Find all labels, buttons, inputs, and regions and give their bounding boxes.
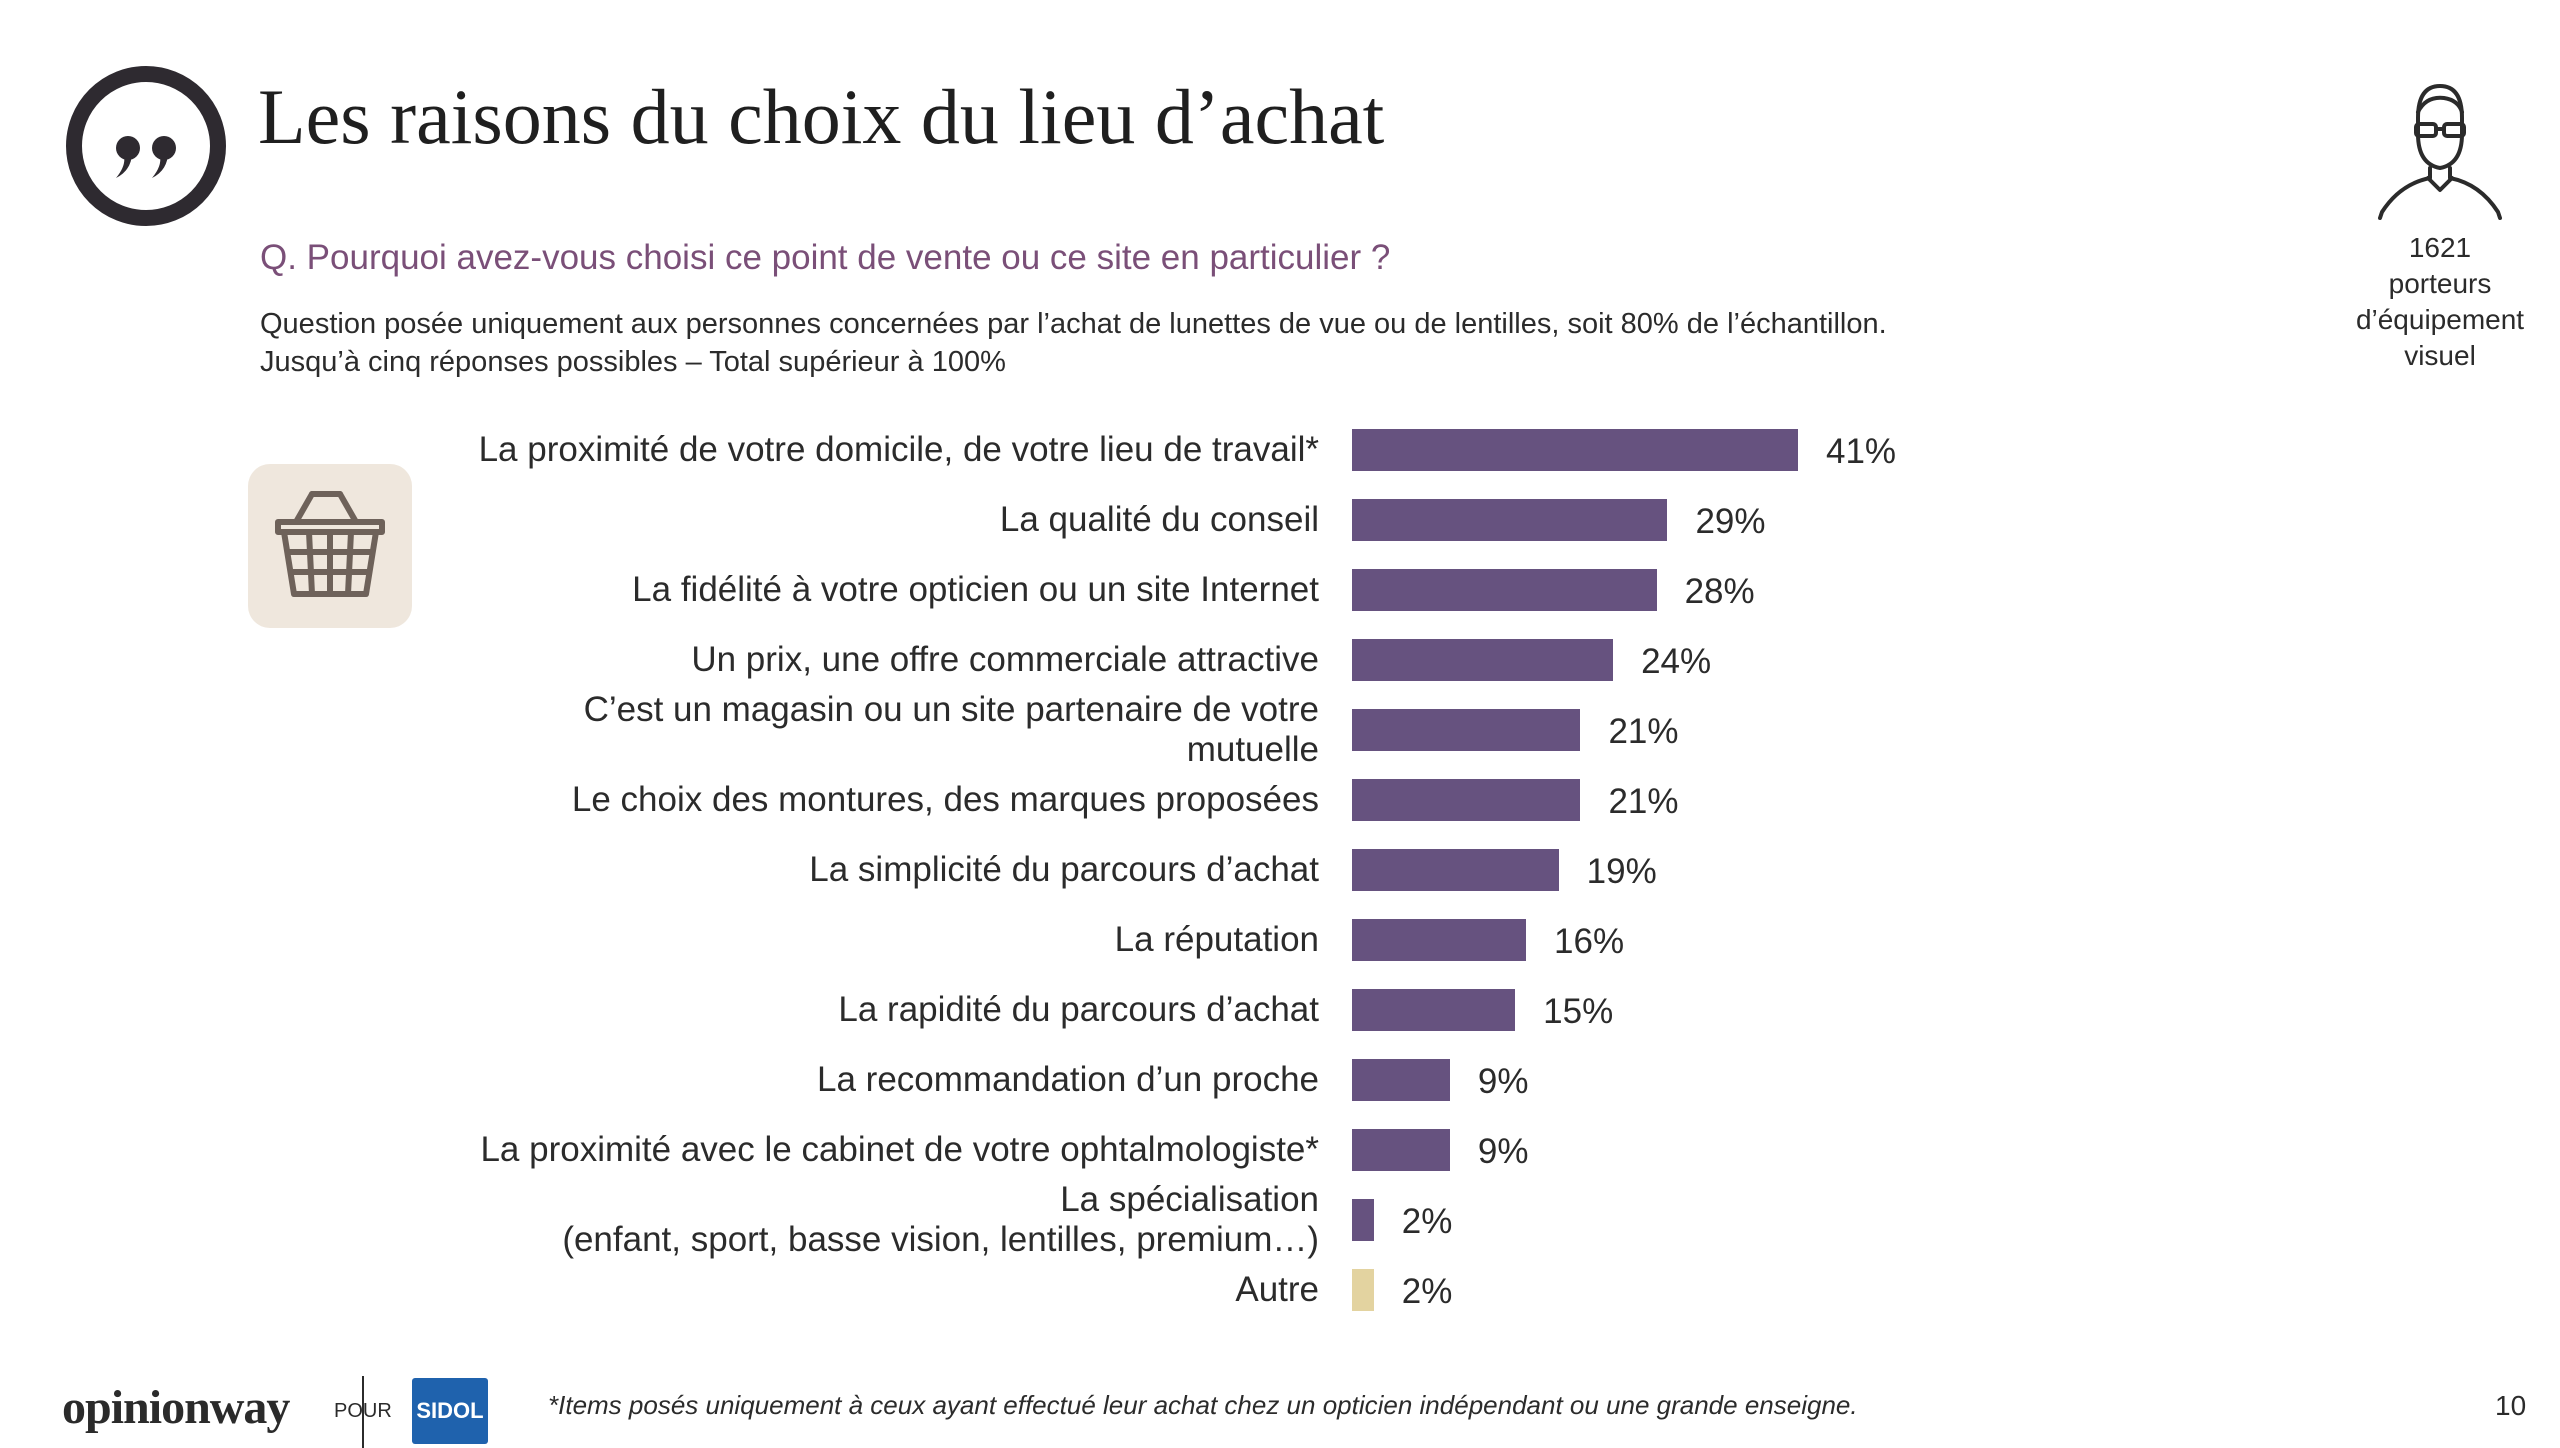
category-label: Autre xyxy=(319,1270,1319,1310)
logo-divider xyxy=(362,1376,364,1448)
value-label: 2% xyxy=(1401,1272,1453,1311)
category-label: Un prix, une offre commerciale attractiv… xyxy=(319,640,1319,680)
sample-description-line: porteurs xyxy=(2388,268,2492,299)
question-note-line-1: Question posée uniquement aux personnes … xyxy=(260,308,1887,340)
bar xyxy=(1352,779,1581,821)
value-label: 24% xyxy=(1641,642,1712,681)
bar xyxy=(1352,1129,1450,1171)
category-label-line: La réputation xyxy=(1114,920,1319,959)
sample-description-line: visuel xyxy=(2404,340,2476,371)
category-label-line: Le choix des montures, des marques propo… xyxy=(571,780,1319,819)
sample-count: 1621 xyxy=(2408,232,2472,263)
category-label-line: La proximité avec le cabinet de votre op… xyxy=(480,1130,1319,1169)
category-label: La recommandation d’un proche xyxy=(319,1060,1319,1100)
sidol-logo: SIDOL xyxy=(412,1378,488,1444)
bar xyxy=(1352,919,1527,961)
category-label-line: Autre xyxy=(1235,1270,1319,1309)
category-label-line: La recommandation d’un proche xyxy=(817,1060,1319,1099)
value-label: 2% xyxy=(1401,1202,1453,1241)
value-label: 41% xyxy=(1826,432,1897,471)
value-label: 29% xyxy=(1695,502,1766,541)
value-label: 28% xyxy=(1684,572,1755,611)
bar xyxy=(1352,989,1516,1031)
bar xyxy=(1352,849,1559,891)
shopping-basket-icon xyxy=(275,491,385,597)
page-title: Les raisons du choix du lieu d’achat xyxy=(258,73,1385,160)
category-label-line: C’est un magasin ou un site partenaire d… xyxy=(583,690,1319,729)
value-label: 21% xyxy=(1608,712,1679,751)
bar xyxy=(1352,1199,1374,1241)
category-label-line: La rapidité du parcours d’achat xyxy=(838,990,1319,1029)
bar xyxy=(1352,1059,1450,1101)
question-note-line-2: Jusqu’à cinq réponses possibles – Total … xyxy=(260,346,1006,378)
category-label-line: Un prix, une offre commerciale attractiv… xyxy=(691,640,1319,679)
basket-badge xyxy=(248,464,412,628)
category-label-line: La simplicité du parcours d’achat xyxy=(809,850,1319,889)
category-label-line: (enfant, sport, basse vision, lentilles,… xyxy=(562,1220,1319,1259)
bar xyxy=(1352,499,1668,541)
value-label: 15% xyxy=(1543,992,1614,1031)
sample-description-line: d’équipement xyxy=(2355,304,2525,335)
category-label: La proximité de votre domicile, de votre… xyxy=(319,430,1319,470)
opinionway-logo: opinionway xyxy=(62,1381,290,1434)
category-label: La simplicité du parcours d’achat xyxy=(319,850,1319,890)
category-label-line: La qualité du conseil xyxy=(999,500,1319,539)
category-label: La réputation xyxy=(319,920,1319,960)
category-label: La rapidité du parcours d’achat xyxy=(319,990,1319,1030)
value-label: 9% xyxy=(1477,1132,1529,1171)
page-number: 10 xyxy=(2495,1390,2527,1421)
value-label: 16% xyxy=(1554,922,1625,961)
person-with-glasses-icon xyxy=(2378,84,2502,220)
category-label-line: La proximité de votre domicile, de votre… xyxy=(478,430,1319,469)
bar xyxy=(1352,709,1581,751)
value-label: 21% xyxy=(1608,782,1679,821)
bar xyxy=(1352,569,1657,611)
category-label: La spécialisation (enfant, sport, basse v… xyxy=(319,1180,1319,1260)
bar xyxy=(1352,1269,1374,1311)
question-text: Q. Pourquoi avez-vous choisi ce point de… xyxy=(260,238,1391,277)
category-label: La proximité avec le cabinet de votre op… xyxy=(319,1130,1319,1170)
category-label: C’est un magasin ou un site partenaire d… xyxy=(319,690,1319,770)
bar xyxy=(1352,429,1798,471)
category-label-line: mutuelle xyxy=(1186,730,1319,769)
category-label-line: La fidélité à votre opticien ou un site … xyxy=(632,570,1319,609)
quote-icon xyxy=(66,66,226,226)
category-label: La fidélité à votre opticien ou un site … xyxy=(319,570,1319,610)
bar xyxy=(1352,639,1614,681)
footnote: *Items posés uniquement à ceux ayant eff… xyxy=(548,1390,1858,1420)
sample-size: 1621 porteurs d’équipement visuel xyxy=(2320,230,2560,374)
category-label: Le choix des montures, des marques propo… xyxy=(319,780,1319,820)
category-label-line: La spécialisation xyxy=(1060,1180,1319,1219)
category-label: La qualité du conseil xyxy=(319,500,1319,540)
pour-label: POUR xyxy=(334,1400,392,1422)
value-label: 9% xyxy=(1477,1062,1529,1101)
value-label: 19% xyxy=(1586,852,1657,891)
